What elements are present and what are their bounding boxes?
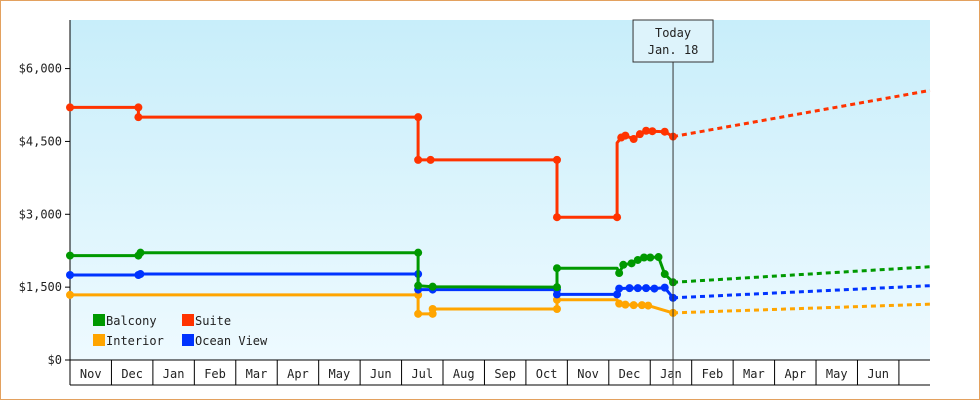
data-point-balcony <box>619 260 628 269</box>
legend-swatch <box>182 334 194 346</box>
data-point-balcony <box>646 253 655 262</box>
data-point-suite <box>660 127 669 136</box>
x-tick-label: Dec <box>619 367 641 381</box>
data-point-suite <box>66 103 74 112</box>
x-tick-label: Mar <box>246 367 268 381</box>
x-tick-label: Jan <box>660 367 682 381</box>
y-tick-label: $1,500 <box>19 280 62 294</box>
x-tick-label: Feb <box>204 367 226 381</box>
data-point-ocean-view <box>552 290 561 299</box>
legend-swatch <box>93 334 105 346</box>
data-point-interior <box>637 301 646 310</box>
data-point-suite <box>648 127 657 136</box>
data-point-balcony <box>654 253 663 262</box>
x-tick-label: Jul <box>411 367 433 381</box>
series-projection-ocean-view <box>672 284 931 300</box>
x-tick-label: Feb <box>702 367 724 381</box>
data-point-ocean-view <box>642 284 651 293</box>
data-point-suite <box>621 131 630 140</box>
data-point-interior <box>428 305 437 313</box>
series-projection-balcony <box>672 265 931 284</box>
series-line-ocean-view <box>70 272 675 299</box>
x-tick-label: May <box>329 367 351 381</box>
y-tick-label: $0 <box>48 353 62 367</box>
data-point-suite <box>642 126 651 135</box>
x-tick-label: Jun <box>370 367 392 381</box>
y-axis: $0 $1,500 $3,000 $4,500 $6,000 <box>19 20 71 367</box>
data-point-balcony <box>136 248 145 257</box>
data-point-interior <box>629 301 638 310</box>
legend-label: Suite <box>195 314 231 328</box>
series-projection-interior <box>672 302 931 315</box>
data-point-ocean-view <box>136 270 145 279</box>
data-point-interior <box>552 305 561 313</box>
legend-label: Ocean View <box>195 334 268 348</box>
y-tick-label: $3,000 <box>19 207 62 221</box>
data-point-balcony <box>552 283 561 292</box>
today-date: Jan. 18 <box>648 43 699 57</box>
data-point-balcony <box>627 259 636 268</box>
chart-legend: Balcony Suite Interior Ocean View <box>93 314 268 348</box>
y-tick-label: $6,000 <box>19 62 62 76</box>
x-tick-label: Jun <box>867 367 889 381</box>
x-axis: Nov Dec Jan Feb Mar Apr May Jun Jul Aug Sep Oct Nov D… <box>69 359 930 386</box>
data-point-suite <box>552 213 561 222</box>
data-point-balcony <box>66 251 74 260</box>
data-point-balcony <box>552 264 561 273</box>
data-point-ocean-view <box>615 284 624 293</box>
data-point-suite <box>426 155 435 164</box>
plot-background <box>70 20 930 360</box>
data-point-balcony <box>615 269 624 278</box>
data-point-interior <box>621 300 630 309</box>
data-point-suite <box>552 155 561 164</box>
data-point-interior <box>66 290 74 299</box>
data-point-suite <box>134 113 143 122</box>
data-point-balcony <box>428 282 437 291</box>
data-point-suite <box>635 130 644 139</box>
today-box <box>632 19 714 63</box>
data-point-interior <box>615 299 624 308</box>
data-point-ocean-view <box>633 284 642 293</box>
legend-swatch <box>93 314 105 326</box>
data-point-suite <box>613 213 622 222</box>
x-tick-label: May <box>826 367 848 381</box>
data-point-ocean-view <box>625 284 634 293</box>
data-point-balcony <box>640 253 649 262</box>
y-tick-label: $4,500 <box>19 134 62 148</box>
data-point-suite <box>414 155 423 164</box>
today-label: Today <box>655 26 691 40</box>
legend-label: Interior <box>106 334 164 348</box>
data-point-balcony <box>660 270 669 279</box>
data-point-interior <box>644 301 653 310</box>
today-marker: Today Jan. 18 <box>632 19 714 385</box>
x-tick-label: Aug <box>453 367 475 381</box>
x-tick-label: Nov <box>80 367 102 381</box>
data-point-balcony <box>414 248 423 257</box>
data-point-suite <box>134 103 143 112</box>
legend-swatch <box>182 314 194 326</box>
data-point-ocean-view <box>66 271 74 279</box>
data-point-ocean-view <box>660 283 669 292</box>
legend-label: Balcony <box>106 314 157 328</box>
data-point-suite <box>414 113 423 122</box>
x-tick-label: Apr <box>287 367 309 381</box>
x-tick-label: Sep <box>494 367 516 381</box>
x-tick-label: Nov <box>577 367 599 381</box>
data-point-interior <box>414 309 423 318</box>
data-point-suite <box>629 135 638 143</box>
x-tick-label: Jan <box>163 367 185 381</box>
x-tick-label: Mar <box>743 367 765 381</box>
data-point-balcony <box>633 255 642 264</box>
series-layer <box>66 88 931 318</box>
x-tick-label: Dec <box>121 367 143 381</box>
x-tick-label: Oct <box>536 367 558 381</box>
data-point-ocean-view <box>650 284 659 293</box>
x-tick-label: Apr <box>784 367 806 381</box>
series-projection-suite <box>672 88 931 139</box>
data-point-balcony <box>414 281 423 290</box>
